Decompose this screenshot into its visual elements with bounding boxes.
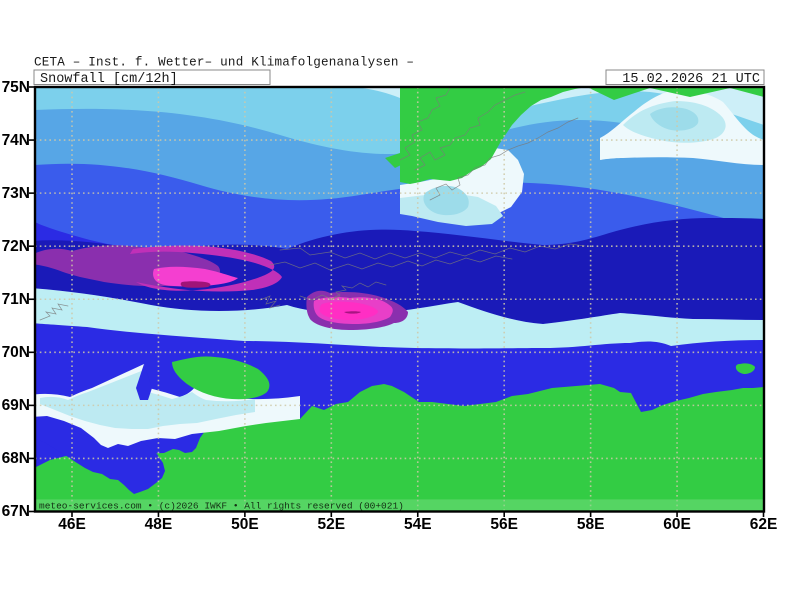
svg-text:15.02.2026 21 UTC: 15.02.2026 21 UTC [622, 72, 760, 87]
svg-text:48E: 48E [145, 516, 173, 533]
svg-text:50E: 50E [231, 516, 259, 533]
svg-text:meteo-services.com • (c)2026: meteo-services.com • (c)2026 IWKF • All … [39, 500, 404, 511]
svg-text:75N: 75N [2, 79, 30, 96]
svg-text:58E: 58E [577, 516, 605, 533]
svg-text:60E: 60E [663, 516, 691, 533]
svg-text:CETA – Inst. f. Wetter– und: CETA – Inst. f. Wetter– und Klimafolgena… [34, 55, 414, 69]
svg-text:62E: 62E [750, 516, 778, 533]
svg-text:Snowfall [cm/12h]: Snowfall [cm/12h] [40, 72, 178, 87]
svg-text:70N: 70N [2, 344, 30, 361]
svg-text:68N: 68N [2, 450, 30, 467]
svg-text:74N: 74N [2, 132, 30, 149]
svg-text:67N: 67N [2, 503, 30, 520]
svg-text:52E: 52E [318, 516, 346, 533]
svg-text:69N: 69N [2, 397, 30, 414]
svg-text:54E: 54E [404, 516, 432, 533]
svg-text:46E: 46E [58, 516, 86, 533]
svg-text:73N: 73N [2, 185, 30, 202]
svg-text:71N: 71N [2, 291, 30, 308]
svg-text:72N: 72N [2, 238, 30, 255]
svg-text:56E: 56E [490, 516, 518, 533]
